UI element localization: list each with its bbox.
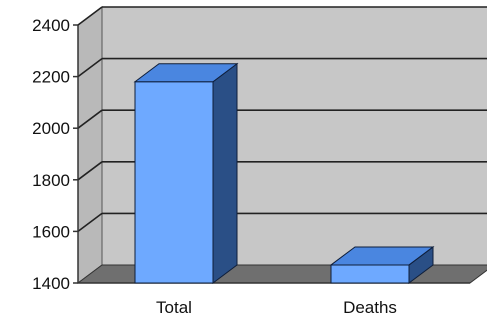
- y-tick-label: 1800: [32, 171, 70, 190]
- bar-front-face: [330, 264, 410, 284]
- y-axis-ticks: 1400 1600 1800 2000 2200 2400: [32, 16, 78, 293]
- bar-total: [133, 62, 239, 284]
- gridline-side: [77, 109, 103, 129]
- y-tick-label: 2000: [32, 119, 70, 138]
- chart-left-wall: [77, 6, 103, 284]
- x-tick-label: Total: [156, 298, 192, 317]
- y-tick-label: 2400: [32, 16, 70, 35]
- gridline-side: [77, 57, 103, 78]
- y-tick-label: 1600: [32, 222, 70, 241]
- bar-deaths: [329, 245, 435, 284]
- bars: [133, 62, 435, 284]
- x-axis-labels: Total Deaths: [156, 298, 397, 317]
- x-tick-label: Deaths: [343, 298, 397, 317]
- bar-front-face: [134, 81, 214, 284]
- bar-top-face: [329, 246, 435, 266]
- bar-side-face: [212, 62, 238, 284]
- gridline-side: [77, 6, 103, 26]
- y-tick-label: 1400: [32, 274, 70, 293]
- y-tick-label: 2200: [32, 68, 70, 87]
- bar-top-face: [133, 63, 239, 83]
- gridline-side: [77, 212, 103, 233]
- gridline-side: [77, 161, 103, 181]
